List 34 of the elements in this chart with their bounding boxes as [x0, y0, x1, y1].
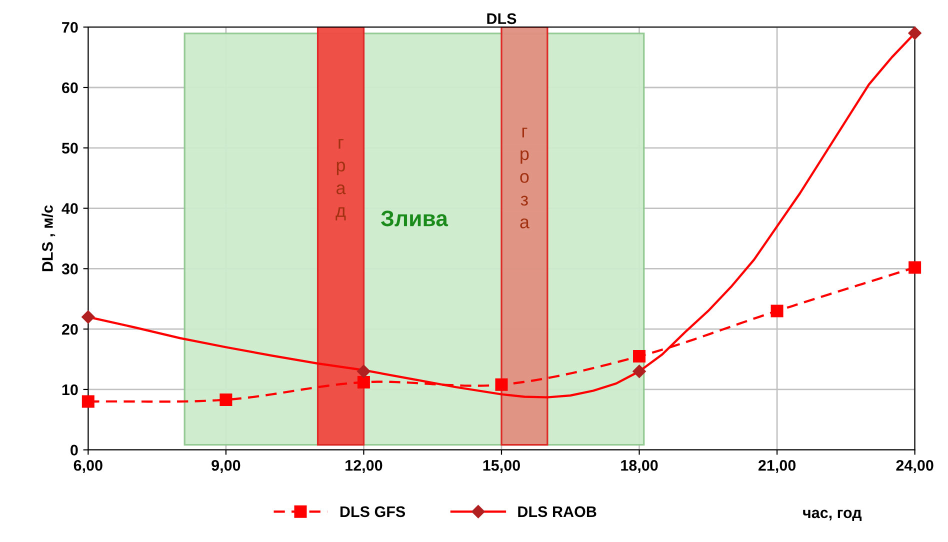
point [82, 310, 95, 324]
point [82, 395, 94, 408]
x-tick-label: 6,00 [74, 460, 102, 474]
x-axis-title: час, год [803, 510, 862, 522]
point [632, 364, 646, 378]
band-label: град [336, 139, 346, 220]
y-axis-title: DLS , м/с [42, 205, 56, 272]
x-tick-label: 21,00 [758, 460, 796, 474]
y-tick-label: 20 [62, 324, 78, 335]
y-tick-label: 0 [70, 444, 78, 456]
y-tick-label: 10 [62, 384, 78, 396]
y-tick-label: 50 [62, 142, 78, 154]
point [908, 26, 922, 40]
x-tick-label: 24,00 [896, 460, 934, 474]
point [770, 304, 784, 318]
band-label: гроза [520, 128, 530, 228]
point [357, 364, 370, 378]
x-tick-label: 9,00 [212, 460, 240, 474]
point [220, 393, 232, 406]
legend-label: DLS RAOB [518, 506, 596, 518]
y-tick-label: 40 [62, 203, 78, 214]
y-tick-label: 30 [62, 264, 78, 274]
x-tick-label: 15,00 [483, 460, 520, 474]
x-tick-label: 18,00 [621, 460, 658, 474]
point [357, 376, 370, 388]
x-tick-label: 12,00 [346, 460, 382, 474]
band-label: Злива [381, 210, 448, 226]
chart-title: DLS [487, 13, 516, 24]
legend-label: DLS GFS [340, 506, 406, 518]
point [495, 378, 508, 391]
y-tick-label: 60 [62, 82, 78, 94]
y-tick-label: 70 [62, 22, 78, 33]
point [908, 261, 922, 274]
point [633, 350, 646, 362]
